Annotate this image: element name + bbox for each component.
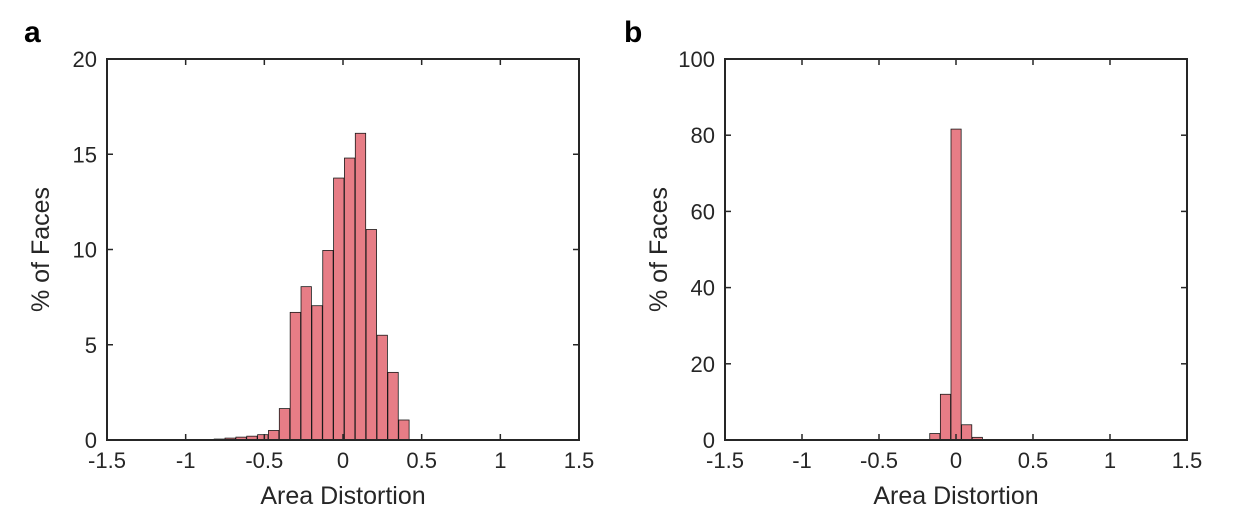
histogram-bar (268, 430, 280, 441)
histogram-bar (300, 286, 312, 441)
x-tick-label: 1.5 (564, 448, 595, 473)
y-tick-label: 5 (85, 333, 97, 358)
y-axis-label: % of Faces (27, 187, 55, 312)
histogram-bar (333, 177, 345, 441)
y-tick-label: 0 (703, 428, 715, 453)
histogram-bar (322, 250, 334, 441)
x-tick-label: 1 (1104, 448, 1116, 473)
x-tick-label: 0.5 (1018, 448, 1049, 473)
x-tick-label: 0.5 (406, 448, 437, 473)
histogram-bar (950, 128, 962, 441)
x-tick-label: 1.5 (1172, 448, 1203, 473)
x-axis-label: Area Distortion (873, 482, 1038, 510)
y-tick-label: 60 (691, 199, 715, 224)
x-tick-label: -0.5 (245, 448, 283, 473)
y-tick-label: 10 (73, 238, 97, 263)
x-tick-label: -0.5 (860, 448, 898, 473)
x-tick-label: 0 (950, 448, 962, 473)
histogram-bar (961, 424, 973, 441)
x-tick-label: -1 (792, 448, 812, 473)
x-tick-label: -1.5 (706, 448, 744, 473)
y-tick-label: 100 (678, 47, 715, 72)
y-axis-label: % of Faces (645, 187, 673, 312)
histogram-bar (289, 311, 301, 441)
x-tick-label: -1 (176, 448, 196, 473)
y-tick-label: 15 (73, 142, 97, 167)
y-tick-label: 80 (691, 123, 715, 148)
x-axis-label: Area Distortion (260, 482, 425, 510)
histogram-bar (278, 408, 291, 441)
y-tick-label: 0 (85, 428, 97, 453)
x-tick-label: 0 (337, 448, 349, 473)
panel-label: a (24, 16, 41, 49)
histogram-bar (398, 419, 410, 441)
histogram-bar (344, 157, 356, 441)
histogram-bar (939, 393, 951, 441)
histogram-bar (387, 371, 399, 441)
panel-label: b (624, 16, 642, 49)
chart-panel-b: -1.5 -1 -0.5 0 0.5 1 1.5 0 20 40 60 80 100 Area Disto… (624, 16, 1202, 510)
y-tick-label: 40 (691, 276, 715, 301)
histogram-bar (376, 334, 388, 441)
histogram-bar (365, 229, 377, 441)
chart-panel-a: -1.5 -1 -0.5 0 0.5 1 1.5 0 5 10 15 20 Area Distortio… (24, 16, 594, 510)
x-tick-label: -1.5 (88, 448, 126, 473)
histogram-bar (311, 305, 323, 441)
y-tick-label: 20 (73, 47, 97, 72)
y-tick-label: 20 (691, 352, 715, 377)
histogram-bar (354, 132, 367, 441)
x-tick-label: 1 (494, 448, 506, 473)
